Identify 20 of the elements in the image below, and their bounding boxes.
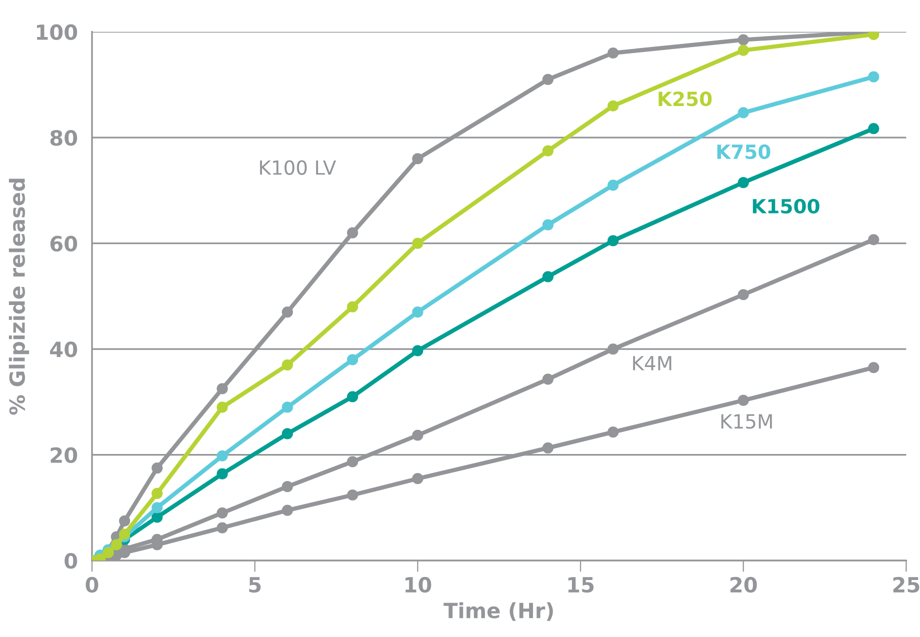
- series-label: K750: [717, 144, 770, 160]
- text: K100 LV: [260, 160, 336, 175]
- y-tick-label: 20: [50, 447, 78, 464]
- x-tick-label: 5: [249, 577, 261, 593]
- x-tick-label: 20: [730, 576, 757, 593]
- series-label: K1500: [752, 198, 820, 214]
- x-axis-title: Time (Hr): [444, 602, 553, 621]
- y-tick-label: 100: [36, 24, 78, 40]
- series-label: K250: [658, 92, 712, 106]
- y-tick-label: 80: [50, 130, 78, 146]
- y-tick-label: 0: [64, 553, 78, 569]
- x-tick-label: 10: [406, 576, 432, 593]
- x-tick-label: 15: [568, 577, 594, 593]
- y-tick-label: 60: [50, 236, 78, 252]
- x-tick-label: 25: [893, 576, 920, 593]
- series-label: K4M: [633, 356, 672, 370]
- x-tick-label: 0: [86, 576, 98, 593]
- y-tick-label: 40: [50, 342, 78, 358]
- y-axis-title: % Glipizide released: [8, 178, 30, 415]
- series-label: K15M: [721, 414, 772, 429]
